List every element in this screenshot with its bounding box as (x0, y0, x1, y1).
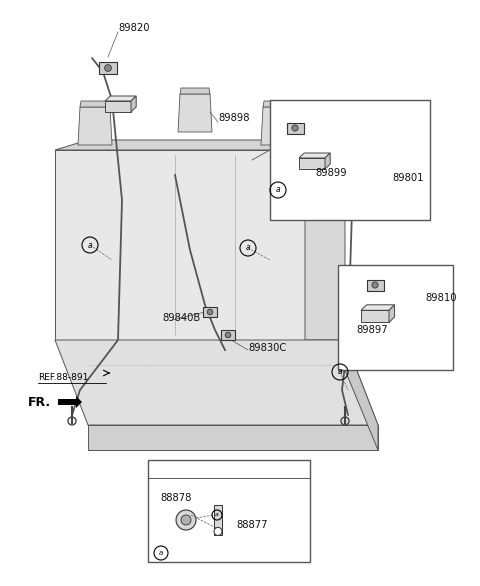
Circle shape (207, 309, 213, 315)
Polygon shape (180, 88, 210, 94)
Bar (221, 330, 235, 340)
Polygon shape (389, 305, 395, 322)
Circle shape (105, 64, 111, 71)
Polygon shape (178, 94, 212, 132)
Circle shape (372, 282, 378, 288)
Polygon shape (214, 505, 222, 535)
Text: 89830C: 89830C (248, 343, 286, 353)
Polygon shape (80, 101, 110, 107)
Text: 88877: 88877 (236, 520, 267, 530)
Bar (270, 100, 430, 220)
Circle shape (181, 515, 191, 525)
Polygon shape (55, 150, 305, 340)
Polygon shape (345, 340, 378, 450)
Text: 89820: 89820 (118, 23, 149, 33)
Text: 88878: 88878 (160, 493, 192, 503)
Polygon shape (305, 150, 345, 340)
Text: 89898: 89898 (218, 113, 250, 123)
Polygon shape (361, 311, 389, 322)
Polygon shape (263, 101, 293, 107)
Polygon shape (361, 305, 395, 311)
Text: a: a (276, 186, 280, 195)
Bar (99, 62, 117, 74)
Text: a: a (159, 550, 163, 556)
Text: 89899: 89899 (315, 168, 347, 178)
Bar (367, 280, 384, 291)
Bar (287, 122, 303, 134)
Polygon shape (105, 96, 136, 101)
Circle shape (176, 510, 196, 530)
Polygon shape (299, 153, 330, 158)
Text: 89801: 89801 (392, 173, 423, 183)
Text: a: a (246, 244, 250, 253)
Text: FR.: FR. (28, 396, 51, 408)
Polygon shape (55, 340, 378, 425)
Polygon shape (78, 107, 112, 145)
Bar (148, 460, 310, 562)
Polygon shape (105, 101, 131, 112)
Text: a: a (338, 367, 342, 376)
Polygon shape (55, 140, 340, 150)
Text: 89840B: 89840B (162, 313, 200, 323)
Polygon shape (261, 107, 295, 145)
Bar (338, 265, 453, 370)
Text: a: a (88, 240, 92, 250)
Polygon shape (58, 396, 82, 408)
Polygon shape (325, 153, 330, 169)
Polygon shape (131, 96, 136, 112)
Polygon shape (299, 158, 325, 169)
Circle shape (292, 125, 298, 131)
Text: a: a (215, 513, 219, 517)
Text: 89897: 89897 (356, 325, 388, 335)
Circle shape (214, 527, 222, 536)
Circle shape (225, 332, 231, 338)
Polygon shape (88, 425, 378, 450)
Bar (203, 307, 217, 317)
Text: 89810: 89810 (425, 293, 456, 303)
Text: REF.88-891: REF.88-891 (38, 373, 88, 383)
